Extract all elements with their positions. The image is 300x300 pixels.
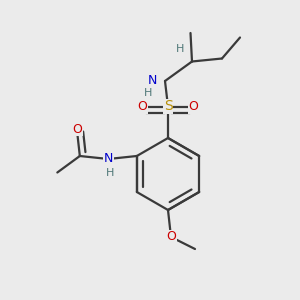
Text: N: N [103, 152, 113, 166]
Text: O: O [166, 230, 176, 244]
Text: H: H [176, 44, 184, 54]
Text: N: N [148, 74, 158, 88]
Text: O: O [189, 100, 198, 113]
Text: S: S [164, 100, 172, 113]
Text: O: O [138, 100, 147, 113]
Text: H: H [144, 88, 153, 98]
Text: H: H [106, 167, 114, 178]
Text: O: O [72, 122, 82, 136]
